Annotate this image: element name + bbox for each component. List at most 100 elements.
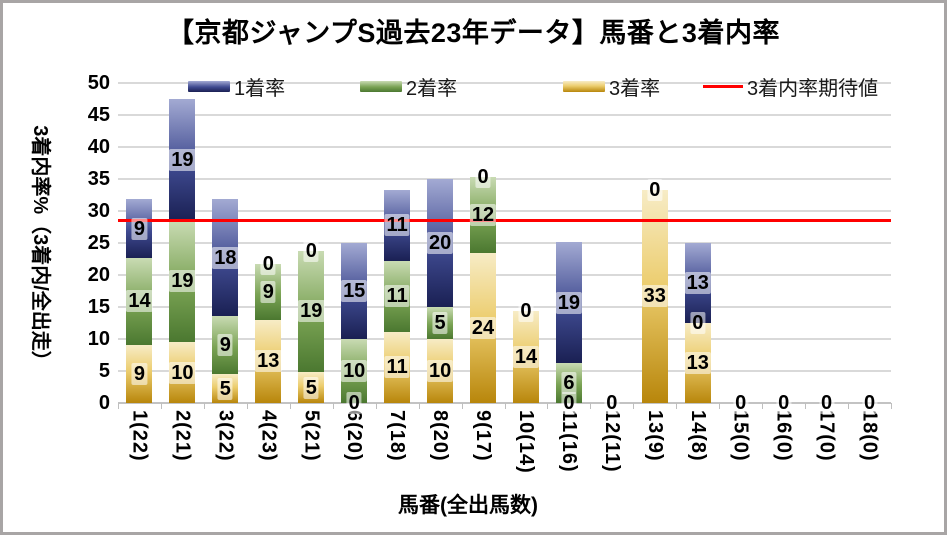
- bar-data-label: 14: [512, 346, 540, 369]
- bar-data-label: 0: [346, 392, 362, 414]
- legend-item-third-rate: 3着率: [563, 73, 661, 100]
- bar-data-label: 13: [684, 272, 711, 294]
- legend-item-second-rate: 2着率: [360, 73, 458, 100]
- bar-data-label: 0: [733, 392, 749, 414]
- x-axis-tick: [246, 403, 248, 409]
- bar-data-label: 0: [861, 392, 878, 414]
- bar-data-label: 10: [169, 361, 196, 384]
- y-axis-tick-label: 10: [87, 328, 110, 350]
- x-axis-tick: [547, 403, 549, 409]
- bar-data-label: 10: [426, 360, 454, 382]
- x-axis-tick: [418, 403, 420, 409]
- legend-swatch-yellow-icon: [563, 80, 605, 92]
- x-axis-tick: [118, 403, 119, 409]
- bar-data-label: 13: [684, 352, 711, 374]
- bar-data-label: 9: [131, 362, 148, 385]
- x-axis-category-label: 13(9): [643, 410, 666, 462]
- x-axis-category-label: 10(14): [514, 410, 537, 474]
- x-axis-tick: [160, 403, 162, 409]
- x-axis-tick: [805, 403, 807, 409]
- y-axis-tick-label: 5: [98, 360, 110, 382]
- y-axis-tick-label: 30: [87, 200, 110, 222]
- bar-data-label: 0: [819, 392, 835, 414]
- y-gridline: [118, 146, 891, 148]
- bar-data-label: 10: [341, 360, 368, 382]
- bar-data-label: 5: [217, 377, 233, 400]
- bar-data-label: 9: [217, 334, 233, 357]
- x-axis-category-label: 12(11): [600, 410, 623, 473]
- y-gridline: [118, 114, 891, 116]
- bar-data-label: 12: [469, 203, 497, 226]
- x-axis-category-label: 7(18): [386, 410, 409, 462]
- y-gridline: [118, 210, 891, 212]
- bar-data-label: 13: [255, 350, 282, 373]
- legend-label: 2着率: [406, 77, 458, 100]
- x-axis-tick: [332, 403, 334, 409]
- y-gridline: [118, 274, 891, 276]
- legend-item-win-rate: 1着率: [188, 73, 285, 100]
- expected-value-line: [118, 218, 891, 222]
- bar-data-label: 0: [475, 166, 491, 189]
- bar-data-label: 11: [384, 356, 410, 379]
- x-axis-tick: [375, 403, 377, 409]
- legend-swatch-blue-icon: [188, 80, 230, 92]
- x-axis-category-label: 16(0): [772, 410, 795, 462]
- x-axis-category-label: 3(22): [214, 410, 237, 462]
- y-axis-tick-label: 25: [87, 232, 110, 254]
- legend-swatch-green-icon: [360, 80, 402, 92]
- x-axis-tick: [590, 403, 592, 409]
- x-axis-tick: [203, 403, 205, 409]
- y-axis-tick-label: 35: [87, 168, 110, 190]
- x-axis-category-label: 18(0): [858, 410, 881, 462]
- y-gridline: [118, 338, 891, 340]
- chart-legend: 1着率 2着率 3着率 3着内率期待値: [3, 73, 944, 100]
- x-axis-tick: [633, 403, 635, 409]
- bar-data-label: 0: [260, 253, 276, 276]
- x-axis-category-label: 11(16): [557, 410, 580, 473]
- x-axis-tick: [891, 403, 892, 409]
- y-gridline: [118, 306, 891, 308]
- x-axis-category-label: 15(0): [729, 410, 752, 462]
- x-axis-tick: [289, 403, 291, 409]
- bar-data-label: 19: [169, 270, 196, 293]
- y-axis-tick-label: 45: [87, 104, 110, 126]
- bar-data-label: 18: [212, 246, 239, 269]
- x-axis-category-label: 9(17): [472, 410, 495, 462]
- bar-data-label: 5: [303, 376, 319, 399]
- y-axis-tick-label: 40: [87, 136, 110, 158]
- bar-data-label: 15: [341, 280, 368, 302]
- x-axis-tick: [461, 403, 463, 409]
- bar-data-label: 0: [303, 239, 319, 262]
- x-axis-tick: [762, 403, 764, 409]
- plot-area: 9 14 9 10 19 19 5 9 18 13 9 0 5 19 0 0 10 15 11 11 11 10 5 20 24…: [118, 82, 892, 414]
- x-axis-category-label: 5(21): [300, 410, 323, 462]
- x-axis-category-label: 8(20): [429, 410, 452, 462]
- x-axis-tick: [719, 403, 721, 409]
- legend-label: 3着率: [609, 77, 661, 100]
- x-axis-category-label: 14(8): [686, 410, 709, 462]
- y-axis-title: 3着内率%（3着内/全出走）: [29, 125, 51, 371]
- bar-data-label: 0: [776, 392, 792, 414]
- bar-data-label: 0: [690, 312, 706, 334]
- bar-data-label: 11: [384, 285, 410, 308]
- y-axis-tick-label: 0: [98, 392, 110, 414]
- x-axis-category-label: 2(21): [171, 410, 194, 462]
- bar-data-label: 20: [426, 232, 454, 254]
- legend-label: 3着内率期待値: [747, 77, 879, 100]
- bar-data-label: 0: [561, 392, 577, 414]
- x-axis-tick: [504, 403, 506, 409]
- bar-data-label: 0: [604, 392, 620, 414]
- bar-data-label: 0: [647, 178, 663, 201]
- bar-data-label: 9: [260, 280, 276, 303]
- bar-data-label: 9: [131, 217, 148, 240]
- y-axis-tick-label: 15: [87, 296, 110, 318]
- bar-data-label: 0: [518, 300, 534, 323]
- y-axis-tick-label: 50: [87, 72, 110, 94]
- x-axis-category-label: 1(22): [128, 410, 151, 462]
- bar-data-label: 11: [384, 214, 410, 237]
- y-gridline: [118, 242, 891, 244]
- x-axis-category-label: 6(20): [343, 410, 366, 462]
- chart-title: 【京都ジャンプS過去23年データ】馬番と3着内率: [167, 18, 780, 48]
- y-axis-tick-label: 20: [87, 264, 110, 286]
